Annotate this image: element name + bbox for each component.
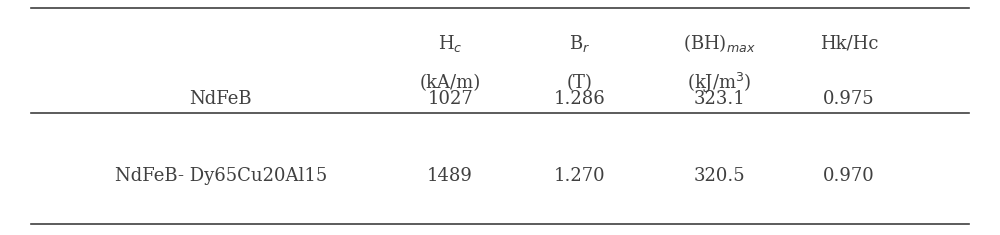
Text: NdFeB- Dy65Cu20Al15: NdFeB- Dy65Cu20Al15 xyxy=(115,167,327,184)
Text: H$_c$: H$_c$ xyxy=(438,33,462,54)
Text: 0.970: 0.970 xyxy=(823,167,875,184)
Text: (kJ/m$^3$): (kJ/m$^3$) xyxy=(687,70,752,95)
Text: 0.975: 0.975 xyxy=(823,90,875,108)
Text: Hk/Hc: Hk/Hc xyxy=(820,34,878,52)
Text: 1.286: 1.286 xyxy=(554,90,606,108)
Text: (kA/m): (kA/m) xyxy=(420,74,481,92)
Text: (T): (T) xyxy=(567,74,593,92)
Text: 1489: 1489 xyxy=(427,167,473,184)
Text: B$_r$: B$_r$ xyxy=(569,33,590,54)
Text: 1.270: 1.270 xyxy=(554,167,606,184)
Text: (BH)$_{max}$: (BH)$_{max}$ xyxy=(683,32,756,54)
Text: NdFeB: NdFeB xyxy=(189,90,252,108)
Text: 320.5: 320.5 xyxy=(694,167,745,184)
Text: 1027: 1027 xyxy=(427,90,473,108)
Text: 323.1: 323.1 xyxy=(694,90,745,108)
